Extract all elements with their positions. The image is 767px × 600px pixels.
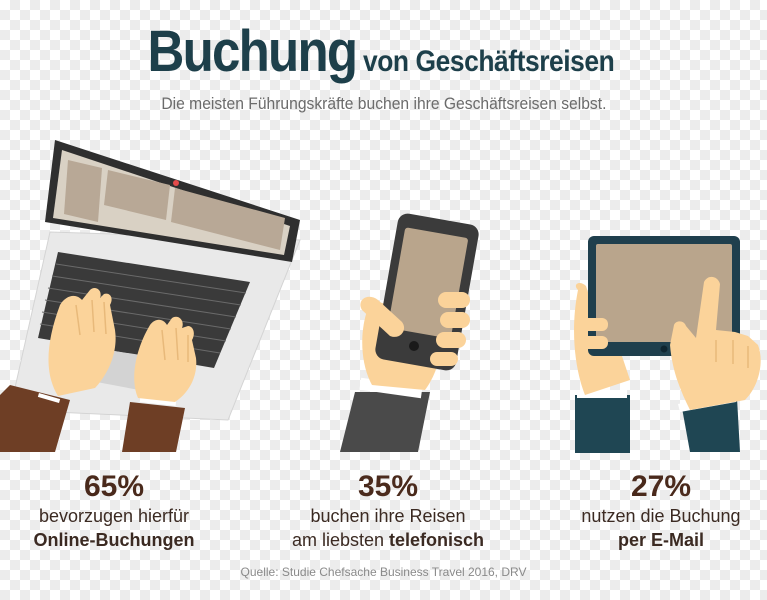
stat-strong: per E-Mail — [617, 530, 705, 550]
stat-percent: 65% — [83, 470, 145, 503]
stat-online: 65% bevorzugen hierfür Online-Buchungen — [0, 470, 234, 552]
title-main: Buchung — [147, 19, 358, 84]
tablet-icon — [574, 236, 761, 453]
stat-line1: buchen ihre Reisen — [310, 506, 466, 526]
stat-percent: 27% — [630, 470, 692, 503]
title-sub: von Geschäftsreisen — [362, 45, 615, 78]
stat-line2: Online-Buchungen — [0, 528, 234, 552]
title: Buchung von Geschäftsreisen — [0, 18, 767, 85]
stat-strong: telefonisch — [389, 530, 485, 550]
stat-line2: am liebsten telefonisch — [291, 530, 485, 550]
stat-telefonisch: 35% buchen ihre Reisen am liebsten telef… — [268, 470, 508, 552]
laptop-icon — [0, 140, 301, 452]
stat-line1: bevorzugen hierfür — [38, 506, 190, 526]
stat-strong: Online-Buchungen — [33, 530, 195, 550]
source-note: Quelle: Studie Chefsache Business Travel… — [240, 565, 527, 579]
stat-percent: 35% — [357, 470, 419, 503]
stat-line1: nutzen die Buchung — [581, 506, 741, 526]
subtitle: Die meisten Führungskräfte buchen ihre G… — [160, 94, 607, 113]
stat-email: 27% nutzen die Buchung per E-Mail — [541, 470, 767, 552]
smartphone-icon — [340, 213, 479, 452]
stat-line2: per E-Mail — [541, 528, 767, 552]
